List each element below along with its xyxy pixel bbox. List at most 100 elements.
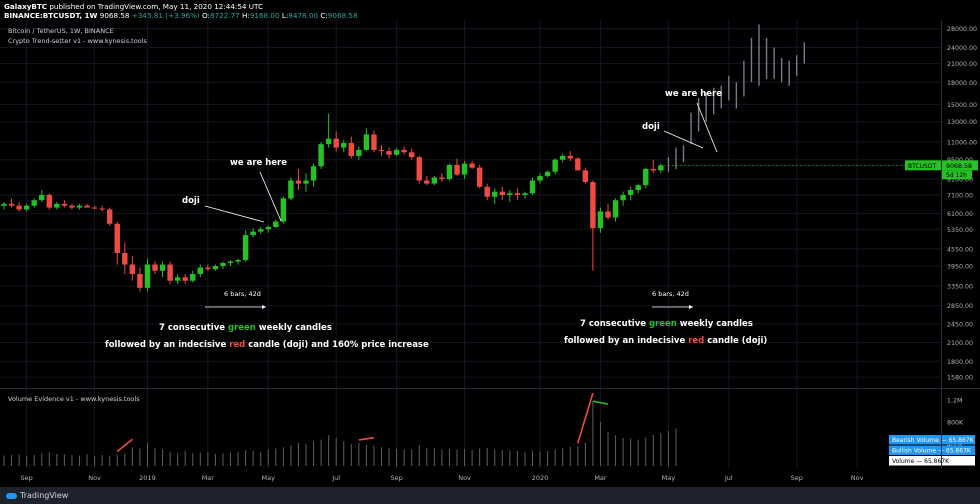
volume-surge-line [577, 392, 594, 444]
countdown-label: 5d 12h [946, 172, 967, 179]
annotation-span: followed by an indecisive [105, 340, 229, 350]
caption-right-1: 7 consecutive green weekly candles [580, 319, 753, 329]
arrow-line [259, 171, 282, 222]
candle-bear [582, 170, 589, 183]
arrow-line [696, 102, 718, 153]
arrow-head [689, 305, 693, 309]
candle-bear [69, 205, 75, 208]
candle-bear [575, 158, 581, 171]
price-tag-value: 9068.58 [946, 163, 972, 170]
volume-tick-label: 400K [947, 442, 964, 449]
open-label: O: [202, 11, 210, 20]
symbol-tag-bg [905, 160, 941, 171]
price-chart[interactable]: Bitcoin / TetherUS, 1W, BINANCE Crypto T… [0, 0, 980, 487]
annotation-span: weekly candles [256, 323, 332, 333]
arrow-line [663, 130, 704, 149]
price-tick-label: 1800.00 [947, 359, 973, 366]
annotation-span: candle (doji) and 160% price increase [245, 340, 429, 350]
candle-bull [620, 194, 626, 201]
candle-bull [492, 191, 498, 197]
open-value: 8722.77 [209, 11, 240, 20]
candle-bear [46, 194, 52, 208]
candle-bull [341, 143, 347, 148]
candle-bull [23, 205, 30, 210]
candle-bull [303, 180, 309, 184]
candle-bull [529, 180, 536, 194]
candle-bear [152, 264, 158, 271]
time-axis: Sep Nov 2019 Mar May Jul Sep Nov 2020 Mar May Jul Se… [21, 474, 864, 482]
candle-bear [424, 180, 430, 184]
candle-bear [499, 191, 505, 195]
arrow-head [262, 305, 266, 309]
price-tick-label: 5350.00 [947, 227, 973, 234]
tradingview-logo[interactable]: TradingView [6, 491, 68, 500]
candle-bear [401, 149, 407, 153]
candle-bull [393, 149, 400, 155]
time-tick-label: Mar [594, 474, 607, 482]
candle-bull [220, 263, 226, 267]
candle-bull [39, 194, 45, 201]
candle-bull [431, 177, 438, 184]
volume-tick-label: 800K [947, 420, 964, 427]
volume-legend-bg [889, 456, 975, 466]
indicator-title: Crypto Trend-setter v1 - www.kynesis.too… [8, 37, 147, 45]
price-tick-label: 18000.00 [947, 80, 977, 87]
candle-bear [8, 203, 15, 206]
time-tick-label: 2020 [532, 474, 549, 482]
candle-bull [363, 134, 370, 150]
candle-bull [144, 264, 151, 288]
price-tick-label: 21000.00 [947, 61, 977, 68]
high-value: 9168.00 [249, 11, 280, 20]
candle-bull [635, 185, 641, 190]
candle-bear [378, 149, 385, 152]
price-tag: BTCUSDT 9068.58 5d 12h [663, 160, 978, 180]
author-name[interactable]: GalaxyBTC [4, 2, 48, 11]
candle-bull [627, 189, 634, 195]
grid-lines [0, 20, 941, 468]
caption-left-2: followed by an indecisive red candle (do… [105, 340, 429, 350]
bars-label-right: 6 bars, 42d [652, 290, 689, 298]
caption-left-1: 7 consecutive green weekly candles [159, 323, 332, 333]
pane-divider[interactable] [0, 388, 980, 389]
time-tick-label: Nov [88, 474, 101, 482]
time-tick-label: Jul [724, 474, 733, 482]
publish-info: published on TradingView.com, May 11, 20… [47, 2, 264, 11]
candle-bull [235, 260, 241, 262]
volume-legend-label: Bearish Volume — 65.867K [892, 437, 975, 444]
annotation-span: green [649, 319, 677, 329]
candle-bull [461, 163, 468, 175]
candle-bear [409, 152, 415, 158]
close-label: C: [320, 11, 328, 20]
publish-line: GalaxyBTC published on TradingView.com, … [4, 2, 263, 11]
candle-bear [122, 252, 128, 265]
bars-label-left: 6 bars, 42d [224, 290, 261, 298]
price-tick-label: 3350.00 [947, 284, 973, 291]
candle-bull [1, 203, 7, 206]
candle-bull [612, 200, 619, 218]
volume-legend-bg [889, 445, 975, 455]
annotation-span: red [688, 336, 704, 346]
price-axis: 1580.00 1800.00 2100.00 2450.00 2850.00 3350.… [947, 26, 977, 381]
time-tick-label: May [262, 474, 276, 482]
volume-legend-label: Bullish Volume — 65.867K [892, 448, 972, 455]
time-tick-label: Nov [458, 474, 471, 482]
candle-bull [159, 264, 166, 271]
high-label: H: [242, 11, 250, 20]
candle-bull [197, 267, 203, 274]
candle-bull [288, 180, 294, 199]
volume-legend: Bearish Volume — 65.867K Bullish Volume —… [889, 435, 975, 466]
candle-bull [273, 221, 279, 228]
volume-legend-bg [889, 435, 975, 445]
projection-bars [667, 24, 805, 172]
candle-bull [507, 193, 513, 195]
candle-bear [205, 267, 211, 270]
price-tick-label: 1580.00 [947, 375, 973, 382]
candle-bear [567, 155, 573, 159]
brand-label: TradingView [20, 491, 69, 500]
candle-bull [174, 277, 181, 281]
candle-bull [537, 176, 543, 181]
annotation-span: candle (doji) [704, 336, 767, 346]
candle-bear [605, 211, 611, 218]
annotation-doji-left: doji [182, 196, 200, 206]
volume-tick-label: 1.2M [947, 398, 962, 405]
